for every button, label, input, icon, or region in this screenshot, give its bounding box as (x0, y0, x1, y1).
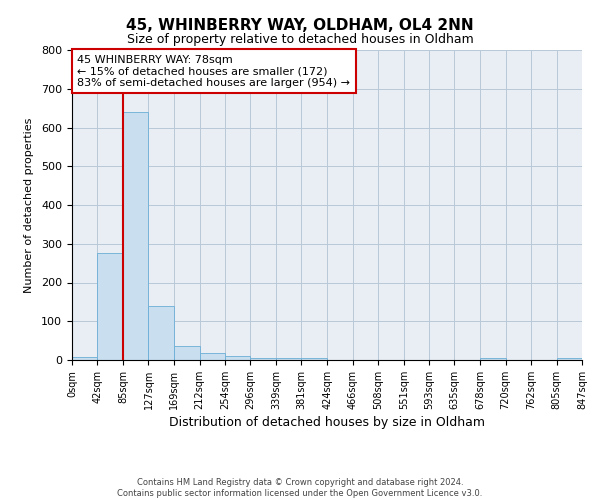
Y-axis label: Number of detached properties: Number of detached properties (24, 118, 34, 292)
Bar (72, 358, 97, 360)
Bar (174, 346, 200, 360)
Bar (250, 358, 276, 360)
Bar (97, 254, 123, 360)
X-axis label: Distribution of detached houses by size in Oldham: Distribution of detached houses by size … (169, 416, 485, 429)
Bar (200, 353, 225, 360)
Bar (225, 356, 250, 360)
Text: Contains HM Land Registry data © Crown copyright and database right 2024.
Contai: Contains HM Land Registry data © Crown c… (118, 478, 482, 498)
Bar (148, 306, 174, 360)
Bar (301, 358, 328, 360)
Bar (123, 112, 148, 360)
Text: 45, WHINBERRY WAY, OLDHAM, OL4 2NN: 45, WHINBERRY WAY, OLDHAM, OL4 2NN (126, 18, 474, 32)
Bar (557, 358, 582, 360)
Text: 45 WHINBERRY WAY: 78sqm
← 15% of detached houses are smaller (172)
83% of semi-d: 45 WHINBERRY WAY: 78sqm ← 15% of detache… (77, 54, 350, 88)
Text: Size of property relative to detached houses in Oldham: Size of property relative to detached ho… (127, 32, 473, 46)
Bar (480, 358, 506, 360)
Bar (276, 358, 301, 360)
